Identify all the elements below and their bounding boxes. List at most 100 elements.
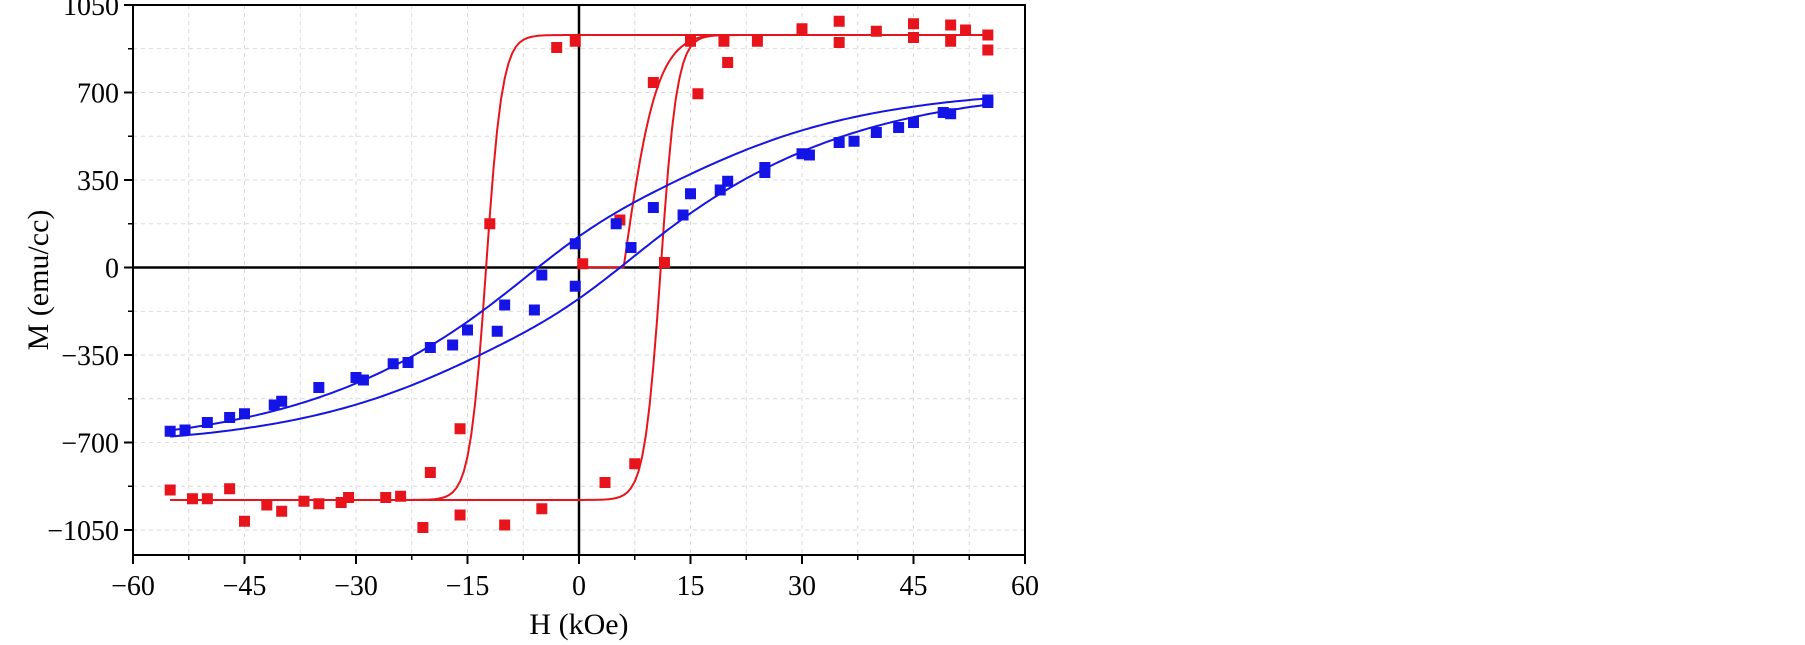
- red-data-point: [722, 57, 734, 68]
- red-data-point: [551, 42, 563, 53]
- blue-data-point: [569, 280, 581, 292]
- blue-data-point: [491, 325, 503, 337]
- blue-data-point: [982, 94, 994, 106]
- red-data-point: [908, 32, 919, 43]
- red-data-point: [982, 44, 994, 56]
- grid-lines: [133, 5, 1025, 555]
- blue-data-point: [937, 107, 949, 118]
- red-data-point: [577, 258, 589, 270]
- y-tick-label: 350: [77, 166, 119, 197]
- blue-data-point: [759, 162, 771, 173]
- red-data-point: [239, 515, 250, 527]
- red-data-point: [164, 484, 176, 496]
- blue-data-point: [447, 339, 459, 351]
- blue-data-point: [499, 299, 511, 311]
- blue-data-point: [685, 188, 696, 200]
- blue-data-point: [224, 412, 236, 423]
- red-data-point: [224, 483, 236, 495]
- red-data-point: [454, 509, 466, 521]
- red-data-point: [536, 503, 548, 515]
- red-data-point: [833, 37, 845, 48]
- blue-data-point: [893, 122, 905, 133]
- red-data-point: [658, 257, 670, 268]
- blue-data-point: [870, 127, 882, 138]
- x-tick-label: 45: [900, 571, 928, 602]
- x-tick-label: 15: [677, 571, 705, 602]
- red-data-point: [395, 490, 407, 502]
- blue-data-point: [179, 424, 191, 436]
- red-data-point: [417, 522, 429, 533]
- blue-data-point: [803, 149, 815, 161]
- blue-data-point: [402, 357, 414, 368]
- red-data-point: [908, 18, 919, 30]
- blue-data-point: [569, 238, 581, 250]
- blue-data-point: [714, 184, 726, 196]
- blue-data-point: [536, 269, 548, 281]
- blue-data-point: [610, 218, 622, 230]
- blue-curve-lower: [170, 103, 988, 438]
- red-data-point: [945, 19, 957, 31]
- red-data-point: [276, 505, 288, 517]
- y-tick-label: 0: [105, 254, 119, 285]
- red-data-point: [424, 467, 436, 478]
- blue-data-point: [201, 417, 213, 428]
- red-data-point: [982, 29, 994, 41]
- blue-data-point: [722, 175, 734, 187]
- blue-data-point: [908, 117, 919, 128]
- blue-data-point: [625, 242, 637, 253]
- blue-data-point: [462, 324, 473, 336]
- blue-data-point: [276, 395, 288, 407]
- blue-data-point: [313, 382, 325, 393]
- x-tick-label: −15: [446, 571, 490, 602]
- blue-curve-upper: [170, 97, 988, 432]
- blue-data-point: [528, 304, 540, 316]
- red-data-point: [833, 15, 845, 27]
- red-data-point: [186, 493, 198, 505]
- blue-data-point: [677, 209, 689, 221]
- red-data-point: [499, 519, 511, 531]
- red-data-point: [629, 458, 641, 470]
- red-data-point: [870, 25, 882, 37]
- blue-data-point: [424, 342, 436, 353]
- blue-data-point: [268, 399, 280, 411]
- red-data-point: [599, 477, 611, 488]
- x-tick-label: −30: [334, 571, 378, 602]
- red-data-point: [313, 498, 325, 510]
- red-data-point: [298, 495, 310, 507]
- blue-data-point: [350, 372, 362, 383]
- x-tick-label: 60: [1011, 571, 1039, 602]
- blue-data-point: [387, 358, 399, 370]
- blue-data-point: [164, 425, 176, 437]
- red-data-point: [335, 497, 347, 508]
- blue-data-point: [239, 408, 250, 420]
- red-curve-initial: [579, 34, 988, 269]
- y-axis-title: M (emu/cc): [22, 210, 55, 351]
- x-tick-label: −45: [223, 571, 267, 602]
- y-tick-label: −700: [61, 429, 119, 460]
- red-data-point: [201, 493, 213, 505]
- blue-data-point: [945, 108, 957, 120]
- blue-data-point: [647, 202, 659, 213]
- x-axis-title: H (kOe): [529, 608, 628, 641]
- red-data-point: [343, 492, 355, 503]
- blue-data-point: [357, 374, 369, 386]
- blue-data-point: [833, 137, 845, 148]
- x-tick-label: 30: [788, 571, 816, 602]
- y-tick-label: −1050: [47, 516, 119, 547]
- red-data-point: [261, 499, 273, 511]
- axis-ticks: −60 −45 −30 −15 0 15 30 45 60 −1050 −700 −350 0 350 70…: [47, 0, 1039, 602]
- y-tick-label: 700: [77, 79, 119, 110]
- blue-data-point: [796, 148, 808, 160]
- red-data-point: [484, 218, 496, 230]
- blue-data-point: [848, 135, 860, 147]
- y-tick-label: −350: [61, 341, 119, 372]
- red-data-point: [454, 423, 466, 435]
- x-tick-label: 0: [572, 571, 586, 602]
- red-data-point: [647, 77, 659, 88]
- red-data-point: [685, 35, 696, 47]
- data-markers: [164, 15, 994, 533]
- y-tick-label: 1050: [63, 0, 119, 22]
- red-data-point: [751, 35, 763, 47]
